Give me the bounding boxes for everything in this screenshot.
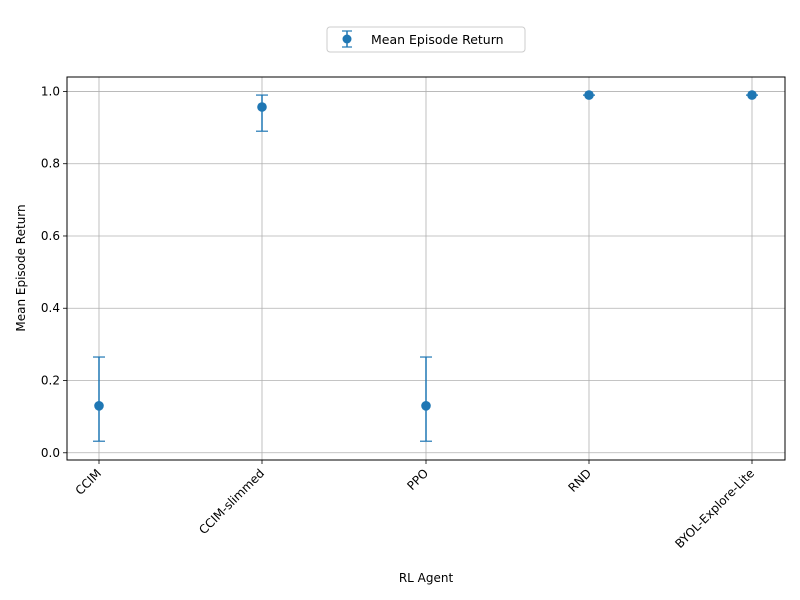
legend-box	[326, 26, 526, 53]
x-axis-label: RL Agent	[399, 571, 454, 585]
y-tick-label: 1.0	[41, 84, 60, 98]
legend-marker-icon	[342, 34, 352, 44]
y-tick-label: 0.2	[41, 374, 60, 388]
x-tick-label: CCIM	[73, 466, 105, 498]
y-axis-label: Mean Episode Return	[14, 204, 28, 331]
y-tick-label: 0.4	[41, 301, 60, 315]
legend: Mean Episode Return	[326, 26, 526, 53]
x-tick-label: CCIM-slimmed	[196, 466, 267, 537]
y-tick-label: 0.8	[41, 157, 60, 171]
data-point	[94, 401, 104, 411]
data-points	[94, 90, 757, 411]
y-tick-label: 0.6	[41, 229, 60, 243]
x-axis-ticks: CCIM CCIM-slimmed PPO RND BYOL-Explore-Lite	[73, 460, 757, 551]
x-tick-label: PPO	[404, 466, 431, 493]
legend-label: Mean Episode Return	[371, 32, 504, 47]
y-axis-ticks: 0.0 0.2 0.4 0.6 0.8 1.0	[41, 84, 67, 460]
y-tick-label: 0.0	[41, 446, 60, 460]
x-tick-label: RND	[565, 466, 594, 495]
data-point	[421, 401, 431, 411]
data-point	[584, 90, 594, 100]
data-point	[747, 90, 757, 100]
x-tick-label: BYOL-Explore-Lite	[672, 466, 757, 551]
data-point	[257, 102, 267, 112]
